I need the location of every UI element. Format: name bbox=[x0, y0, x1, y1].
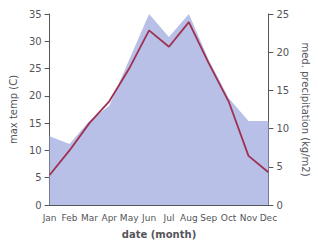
svg-text:Nov: Nov bbox=[240, 213, 258, 223]
svg-text:5: 5 bbox=[35, 172, 41, 183]
svg-text:Oct: Oct bbox=[221, 213, 237, 223]
svg-text:med. precipitation (kg/m2): med. precipitation (kg/m2) bbox=[300, 42, 311, 176]
svg-text:25: 25 bbox=[29, 63, 42, 74]
svg-text:May: May bbox=[120, 213, 139, 223]
svg-text:10: 10 bbox=[276, 123, 289, 134]
svg-text:Jan: Jan bbox=[42, 213, 57, 223]
svg-text:Aug: Aug bbox=[180, 213, 198, 223]
svg-text:max temp (C): max temp (C) bbox=[8, 75, 19, 144]
svg-text:Jun: Jun bbox=[141, 213, 156, 223]
svg-text:Feb: Feb bbox=[62, 213, 78, 223]
svg-text:Dec: Dec bbox=[260, 213, 277, 223]
svg-text:0: 0 bbox=[276, 200, 282, 211]
svg-text:30: 30 bbox=[29, 36, 42, 47]
svg-text:15: 15 bbox=[29, 118, 42, 129]
svg-text:15: 15 bbox=[276, 85, 289, 96]
svg-text:10: 10 bbox=[29, 145, 42, 156]
svg-text:25: 25 bbox=[276, 9, 289, 20]
svg-text:Apr: Apr bbox=[101, 213, 117, 223]
svg-text:date (month): date (month) bbox=[122, 229, 196, 240]
svg-text:Jul: Jul bbox=[163, 213, 175, 223]
svg-text:20: 20 bbox=[276, 47, 289, 58]
svg-text:20: 20 bbox=[29, 90, 42, 101]
svg-text:5: 5 bbox=[276, 161, 282, 172]
svg-text:35: 35 bbox=[29, 9, 42, 20]
svg-text:0: 0 bbox=[35, 200, 41, 211]
svg-text:Sep: Sep bbox=[200, 213, 217, 223]
svg-text:Mar: Mar bbox=[81, 213, 98, 223]
